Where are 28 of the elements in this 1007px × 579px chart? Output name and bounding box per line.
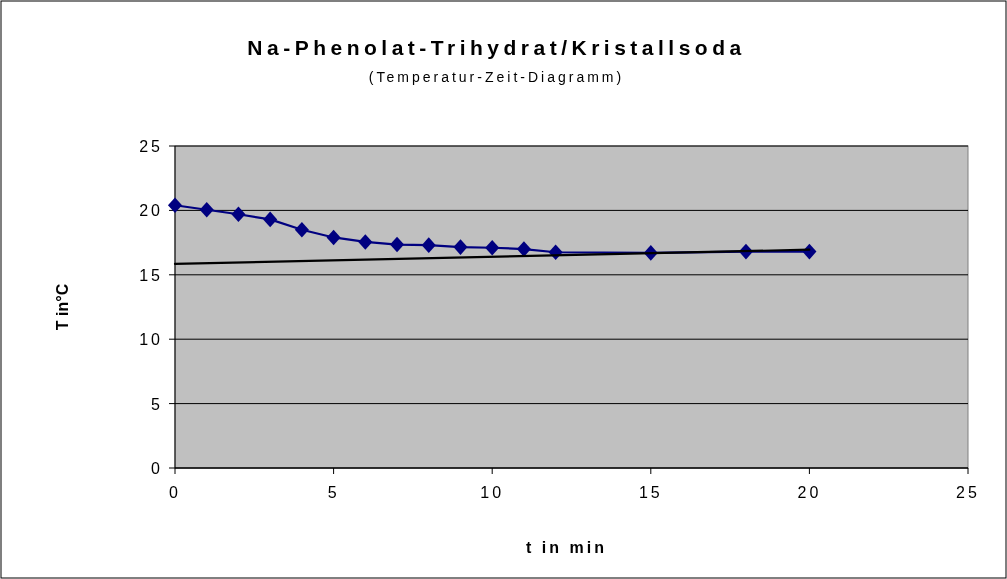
point: [516, 241, 531, 257]
y-tick-label: 10: [139, 331, 163, 349]
x-tick-label: 0: [169, 484, 181, 501]
x-tick-label: 25: [956, 484, 980, 501]
point: [231, 206, 246, 223]
y-axis-title: T in°C: [54, 283, 71, 331]
x-tick-label: 20: [797, 484, 822, 501]
x-tick-label: 5: [327, 484, 340, 501]
point: [326, 229, 341, 246]
point: [263, 211, 278, 228]
point: [167, 197, 183, 214]
point: [485, 239, 500, 256]
point: [453, 239, 468, 255]
y-tick-label: 0: [151, 460, 163, 477]
x-tick-label: 15: [638, 484, 663, 501]
point: [199, 201, 214, 218]
y-tick-label: 15: [139, 266, 163, 284]
point: [358, 234, 373, 250]
point: [294, 221, 309, 238]
point: [390, 236, 405, 253]
x-axis-title: t in min: [526, 539, 607, 556]
y-tick-label: 20: [139, 202, 163, 220]
point: [421, 237, 436, 253]
y-tick-label: 5: [151, 395, 163, 413]
x-tick-label: 10: [480, 484, 505, 501]
chart-title: Na-Phenolat-Trihydrat/Kristallsoda: [247, 36, 746, 59]
y-tick-label: 25: [139, 138, 163, 155]
chart-subtitle: (Temperatur-Zeit-Diagramm): [368, 69, 625, 85]
